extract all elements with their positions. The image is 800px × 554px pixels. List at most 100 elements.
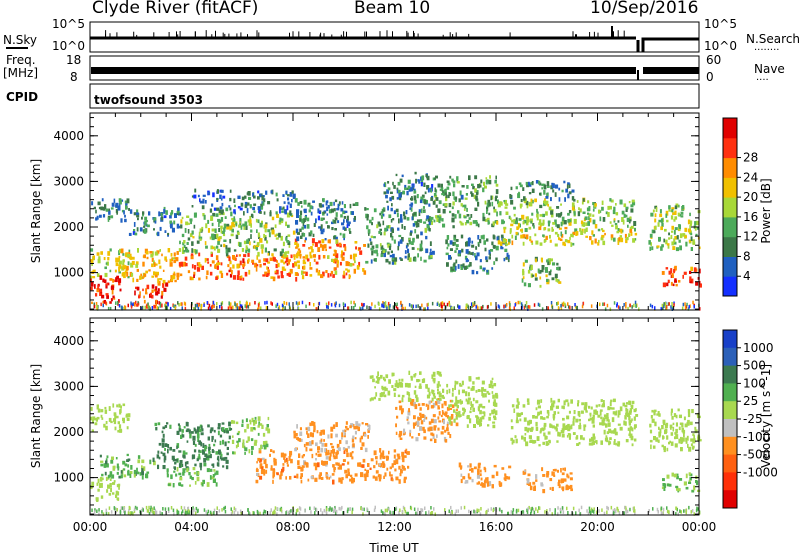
data-cell [352,263,355,266]
data-cell [568,183,571,188]
data-cell [600,399,603,403]
data-cell [455,416,458,420]
data-cell [468,264,471,268]
data-cell [618,237,621,241]
data-cell [455,247,459,250]
data-cell [287,241,291,245]
data-cell [305,254,309,260]
data-cell [106,489,109,493]
data-cell [293,433,297,439]
data-cell [420,240,423,245]
data-cell [325,221,328,224]
data-cell [568,221,572,226]
data-cell [625,214,628,218]
data-cell [259,238,263,243]
data-cell [426,394,430,399]
data-cell [610,399,613,403]
data-cell [337,447,341,452]
data-cell [407,511,409,516]
data-cell [130,301,132,305]
data-cell [448,416,452,422]
data-cell [543,184,547,190]
data-cell [538,222,541,226]
data-cell [599,216,602,222]
data-cell [211,305,213,309]
data-cell [570,399,573,404]
data-cell [281,266,285,271]
data-cell [613,511,615,515]
data-cell [437,427,440,431]
data-cell [298,453,301,458]
data-cell [237,195,241,199]
data-cell [525,200,529,206]
data-cell [555,405,559,409]
data-cell [271,229,275,234]
data-cell [333,455,336,460]
data-cell [412,304,414,309]
data-cell [441,394,444,398]
data-cell [315,218,317,224]
data-cell [542,213,545,218]
data-cell [170,506,173,510]
data-cell [342,210,346,215]
data-cell [235,421,239,425]
data-cell [595,410,599,415]
data-cell [107,512,110,516]
data-cell [561,506,564,510]
data-cell [576,305,578,310]
data-cell [438,407,440,410]
data-cell [259,193,262,198]
data-cell [477,184,480,189]
data-cell [415,437,419,442]
data-cell [176,272,180,278]
data-cell [109,478,112,481]
data-cell [627,412,630,418]
data-cell [122,468,126,471]
data-cell [282,463,285,466]
data-cell [110,510,113,514]
data-cell [441,410,444,414]
data-cell [414,171,417,175]
data-cell [687,307,690,311]
data-cell [281,218,284,222]
data-cell [474,510,476,514]
data-cell [581,223,584,227]
data-cell [170,223,173,229]
data-cell [398,479,401,484]
data-cell [126,265,129,271]
data-cell [139,227,143,232]
data-cell [601,403,605,408]
data-cell [376,253,379,257]
data-cell [469,418,472,424]
data-cell [311,248,314,253]
data-cell [245,245,248,250]
data-cell [226,223,230,227]
data-cell [690,443,693,447]
data-cell [681,437,685,442]
data-cell [205,200,207,204]
data-cell [300,479,303,484]
data-cell [302,259,306,264]
data-cell [247,191,251,196]
data-cell [522,271,525,276]
data-cell [211,203,214,207]
data-cell [180,261,183,266]
data-cell [173,512,175,516]
data-cell [399,178,403,183]
data-cell [695,508,698,513]
data-cell [418,209,421,213]
data-cell [119,248,122,254]
data-cell [127,276,130,279]
data-cell [154,220,157,224]
data-cell [206,482,210,487]
data-cell [259,463,263,467]
data-cell [508,254,510,260]
data-cell [675,422,678,427]
data-cell [680,436,682,441]
data-cell [274,506,277,510]
data-cell [675,485,678,489]
nsky-label: N.Sky [3,33,37,47]
data-cell [302,233,306,237]
data-cell [330,303,333,307]
